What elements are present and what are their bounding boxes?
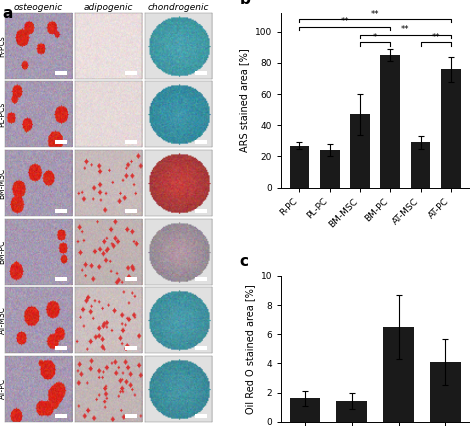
Bar bbox=[430, 362, 461, 422]
Y-axis label: PL-PCs: PL-PCs bbox=[0, 102, 7, 127]
Y-axis label: AT-PC: AT-PC bbox=[0, 378, 7, 399]
Bar bbox=[55, 277, 67, 281]
Y-axis label: ARS stained area [%]: ARS stained area [%] bbox=[239, 49, 249, 152]
Bar bbox=[195, 277, 207, 281]
Bar bbox=[55, 414, 67, 418]
Text: **: ** bbox=[401, 25, 410, 34]
Bar bbox=[195, 72, 207, 75]
Text: *: * bbox=[373, 33, 377, 42]
Bar bbox=[125, 414, 137, 418]
Title: adipogenic: adipogenic bbox=[83, 3, 133, 12]
Bar bbox=[195, 209, 207, 213]
Y-axis label: R-PCs: R-PCs bbox=[0, 35, 7, 57]
Text: a: a bbox=[2, 6, 13, 21]
Text: **: ** bbox=[341, 17, 349, 26]
Bar bbox=[195, 414, 207, 418]
Bar bbox=[55, 140, 67, 144]
Bar bbox=[125, 72, 137, 75]
Bar bbox=[55, 72, 67, 75]
Y-axis label: AT-MSC: AT-MSC bbox=[0, 306, 7, 334]
Bar bbox=[381, 55, 400, 188]
Bar bbox=[55, 209, 67, 213]
Bar bbox=[125, 140, 137, 144]
Y-axis label: BM-MSC: BM-MSC bbox=[0, 167, 7, 199]
Bar bbox=[290, 146, 309, 188]
Title: osteogenic: osteogenic bbox=[14, 3, 63, 12]
Text: **: ** bbox=[431, 33, 440, 42]
Text: c: c bbox=[239, 254, 248, 269]
Bar bbox=[55, 346, 67, 350]
Bar bbox=[290, 398, 320, 422]
Y-axis label: BM-PC: BM-PC bbox=[0, 239, 7, 264]
Bar bbox=[441, 69, 461, 188]
Bar bbox=[125, 209, 137, 213]
Text: **: ** bbox=[371, 9, 379, 19]
Bar bbox=[195, 140, 207, 144]
Bar bbox=[125, 346, 137, 350]
Title: chondrogenic: chondrogenic bbox=[147, 3, 209, 12]
Bar bbox=[195, 346, 207, 350]
Bar bbox=[337, 401, 367, 422]
Bar bbox=[320, 150, 339, 188]
Text: b: b bbox=[239, 0, 250, 7]
Bar bbox=[383, 327, 414, 422]
Bar bbox=[350, 114, 370, 188]
Bar bbox=[125, 277, 137, 281]
Bar bbox=[411, 142, 430, 188]
Y-axis label: Oil Red O stained area [%]: Oil Red O stained area [%] bbox=[245, 284, 255, 414]
